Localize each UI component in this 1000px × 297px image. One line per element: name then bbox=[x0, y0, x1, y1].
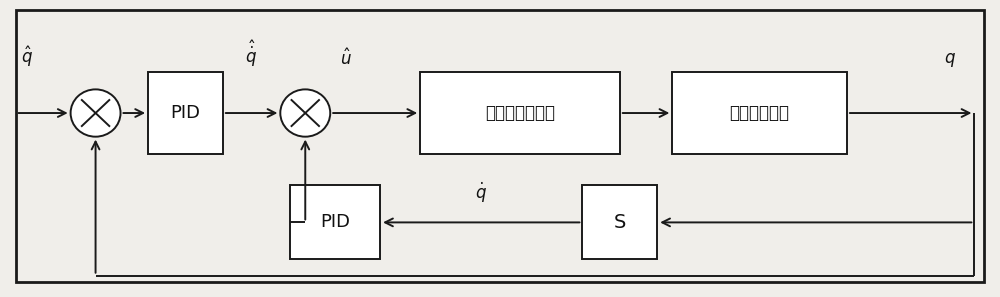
Bar bbox=[582, 185, 657, 259]
Bar bbox=[672, 72, 847, 154]
Bar bbox=[420, 72, 620, 154]
Text: $\hat{q}$: $\hat{q}$ bbox=[21, 44, 33, 69]
Text: $\hat{\dot{q}}$: $\hat{\dot{q}}$ bbox=[245, 38, 257, 69]
Text: S: S bbox=[614, 213, 626, 232]
Text: 码盘测角装置: 码盘测角装置 bbox=[730, 104, 790, 122]
Bar bbox=[290, 185, 380, 259]
Text: $\dot{q}$: $\dot{q}$ bbox=[475, 181, 487, 205]
Text: PID: PID bbox=[170, 104, 200, 122]
Text: PID: PID bbox=[320, 214, 350, 231]
Ellipse shape bbox=[280, 89, 330, 137]
Bar bbox=[148, 72, 223, 154]
Text: 机械臂驱动机构: 机械臂驱动机构 bbox=[485, 104, 555, 122]
Ellipse shape bbox=[71, 89, 121, 137]
Text: $q$: $q$ bbox=[944, 51, 956, 69]
Text: $\hat{u}$: $\hat{u}$ bbox=[340, 48, 352, 69]
